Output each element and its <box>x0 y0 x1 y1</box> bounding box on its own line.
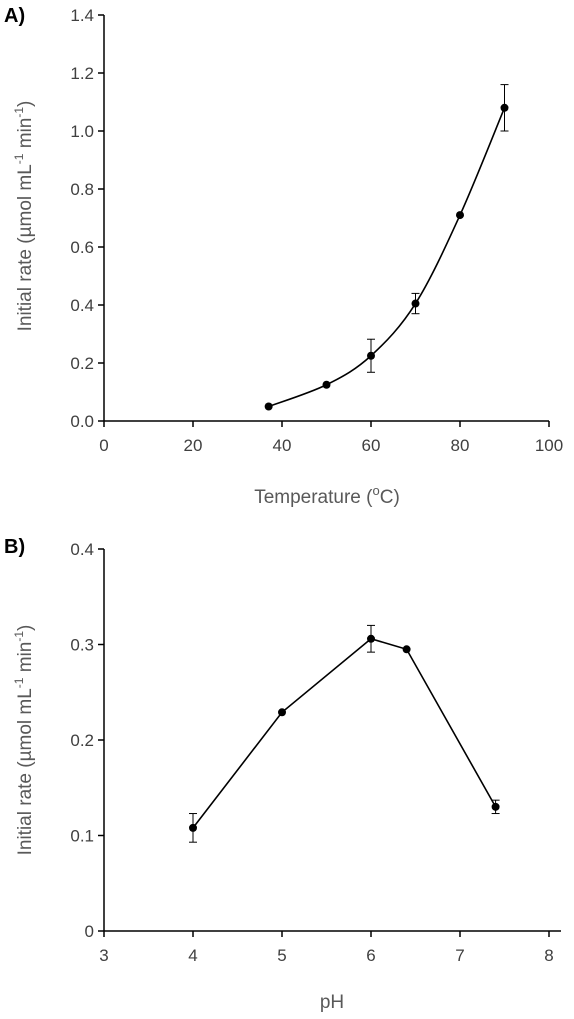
y-tick-label: 0.0 <box>70 412 94 431</box>
data-point <box>402 645 411 654</box>
x-tick-label: 4 <box>188 946 197 965</box>
data-point <box>278 708 286 717</box>
x-tick-label: 40 <box>273 436 292 455</box>
panel-a-y-ticks: 0.0 0.2 0.4 0.6 0.8 1.0 1.2 1.4 <box>70 6 104 431</box>
panel-b-x-axis-title: pH <box>320 992 344 1013</box>
x-tick-label: 20 <box>184 436 203 455</box>
data-point <box>264 402 273 411</box>
data-point <box>456 211 464 220</box>
x-tick-label: 100 <box>535 436 563 455</box>
y-tick-label: 0.4 <box>70 540 94 559</box>
data-point <box>411 299 420 308</box>
panel-b-series-line <box>192 637 497 829</box>
panel-a-y-axis-title: Initial rate (µmol mL-1 min-1) <box>12 101 36 332</box>
data-point <box>367 351 375 360</box>
panel-b-label: B) <box>4 536 25 558</box>
panel-b-y-axis-title: Initial rate (µmol mL-1 min-1) <box>12 625 36 856</box>
y-tick-label: 1.4 <box>70 6 94 25</box>
panel-b-y-ticks: 0 0.1 0.2 0.3 0.4 <box>70 540 104 941</box>
x-tick-label: 6 <box>366 946 375 965</box>
panel-b-error-bars <box>189 624 500 843</box>
x-tick-label: 5 <box>277 946 286 965</box>
y-tick-label: 0.1 <box>70 827 94 846</box>
panel-a-label: A) <box>4 5 25 27</box>
y-tick-label: 0 <box>85 922 94 941</box>
panel-a-x-ticks: 0 20 40 60 80 100 <box>99 421 563 455</box>
x-tick-label: 80 <box>451 436 470 455</box>
data-point <box>500 103 509 112</box>
y-tick-label: 0.6 <box>70 238 94 257</box>
x-tick-label: 8 <box>544 946 553 965</box>
data-point <box>491 802 500 811</box>
panel-a: A) 0.0 0.2 0.4 0.6 0.8 1.0 1.2 1.4 0 20 40 60 80 100… <box>4 5 563 508</box>
x-tick-label: 0 <box>99 436 108 455</box>
panel-b-points <box>189 634 500 832</box>
y-tick-label: 0.4 <box>70 296 94 315</box>
panel-a-points <box>264 103 509 411</box>
y-tick-label: 0.2 <box>70 354 94 373</box>
data-point <box>189 823 197 832</box>
x-tick-label: 3 <box>99 946 108 965</box>
x-tick-label: 7 <box>455 946 464 965</box>
y-tick-label: 0.3 <box>70 636 94 655</box>
panel-b: B) 0 0.1 0.2 0.3 0.4 3 4 5 6 7 8 pH Initial rate … <box>4 536 561 1013</box>
data-point <box>367 634 375 643</box>
panel-b-x-ticks: 3 4 5 6 7 8 <box>99 931 554 965</box>
y-tick-label: 0.2 <box>70 731 94 750</box>
panel-a-x-axis-title: Temperature (oC) <box>254 483 400 508</box>
y-tick-label: 0.8 <box>70 180 94 199</box>
panel-a-series-line <box>268 107 506 408</box>
panel-a-error-bars <box>367 84 509 373</box>
y-tick-label: 1.0 <box>70 122 94 141</box>
data-point <box>322 380 331 389</box>
x-tick-label: 60 <box>362 436 381 455</box>
y-tick-label: 1.2 <box>70 64 94 83</box>
